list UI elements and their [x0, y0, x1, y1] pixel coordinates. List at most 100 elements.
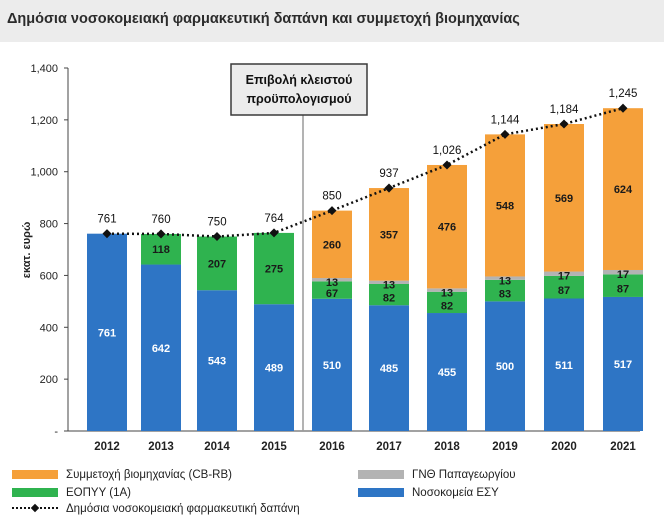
bar-segment-eopyy [427, 291, 467, 314]
bar-value-label: 87 [617, 284, 629, 296]
bar-segment-industry [312, 210, 352, 279]
total-value-label: 764 [264, 213, 284, 225]
total-value-label: 1,184 [550, 104, 579, 116]
bar-segment-esy [603, 296, 643, 431]
legend-label-industry: Συμμετοχή βιομηχανίας (CB-RB) [66, 469, 232, 481]
x-tick-label: 2013 [148, 441, 174, 453]
bar-segment-eopyy [485, 279, 525, 302]
bar-value-label: 13 [326, 277, 338, 289]
legend-label-gnth: ΓΝΘ Παπαγεωργίου [412, 469, 516, 481]
bar-value-label: 275 [265, 264, 283, 276]
bar-segment-industry [485, 134, 525, 277]
x-tick-label: 2021 [610, 441, 636, 453]
bar-value-label: 260 [323, 239, 341, 251]
x-tick-label: 2018 [434, 441, 460, 453]
total-value-label: 1,245 [609, 88, 638, 100]
bar-segment-gnth [369, 280, 409, 284]
bar-segment-esy [544, 298, 584, 431]
bar-segment-esy [427, 313, 467, 431]
bar-segment-esy [141, 264, 181, 431]
bar-value-label: 83 [499, 289, 511, 301]
bar-value-label: 82 [441, 300, 453, 312]
bar-segment-eopyy [603, 274, 643, 297]
bar-segment-industry [603, 108, 643, 270]
bar-segment-gnth [485, 276, 525, 280]
legend-label-eopyy: ΕΟΠΥΥ (1Α) [66, 487, 131, 499]
bar-segment-esy [87, 233, 127, 431]
x-tick-label: 2019 [492, 441, 518, 453]
legend-swatch-eopyy [12, 488, 58, 498]
bar-value-label: 118 [152, 244, 170, 256]
total-value-label: 1,026 [433, 145, 462, 157]
legend-line-total [12, 504, 58, 513]
bar-value-label: 13 [383, 280, 395, 292]
bar-segment-esy [254, 304, 294, 431]
bar-segment-eopyy [141, 233, 181, 265]
legend-item-eopyy: ΕΟΠΥΥ (1Α) [12, 487, 131, 499]
legend-swatch-esy [358, 488, 404, 498]
bar-value-label: 624 [614, 184, 633, 196]
bar-segment-eopyy [544, 275, 584, 299]
bar-value-label: 489 [265, 363, 283, 375]
bar-segment-industry [427, 164, 467, 289]
x-tick-label: 2020 [551, 441, 577, 453]
bar-value-label: 67 [326, 288, 338, 300]
bar-value-label: 761 [98, 327, 116, 339]
bar-segment-eopyy [254, 232, 294, 305]
total-value-label: 937 [379, 168, 398, 180]
y-tick-label: 200 [40, 374, 58, 386]
annotation-line-1: Επιβολή κλειστού [246, 73, 353, 87]
y-tick-label: 800 [40, 219, 58, 231]
total-value-label: 750 [207, 217, 226, 229]
legend-label-total: Δημόσια νοσοκομειακή φαρμακευτική δαπάνη [66, 503, 300, 515]
bar-segment-esy [369, 305, 409, 431]
x-tick-label: 2012 [94, 441, 120, 453]
bar-segment-gnth [544, 271, 584, 276]
total-value-label: 850 [322, 191, 341, 203]
legend-swatch-industry [12, 470, 58, 480]
bar-value-label: 207 [208, 258, 226, 270]
bar-segment-esy [485, 301, 525, 431]
legend-swatch-gnth [358, 470, 404, 480]
bar-value-label: 455 [438, 367, 456, 379]
title-bar: Δημόσια νοσοκομειακή φαρμακευτική δαπάνη… [0, 0, 664, 42]
y-tick-label: 1,200 [30, 115, 58, 127]
bar-segment-eopyy [369, 283, 409, 306]
chart-title: Δημόσια νοσοκομειακή φαρμακευτική δαπάνη… [7, 11, 520, 27]
bar-value-label: 485 [380, 363, 398, 375]
bar-value-label: 17 [558, 271, 570, 283]
legend-item-esy: Νοσοκομεία ΕΣΥ [358, 487, 499, 499]
y-tick-label: 400 [40, 322, 58, 334]
bar-segment-industry [369, 188, 409, 281]
y-tick-label: 1,000 [30, 167, 58, 179]
x-tick-label: 2014 [204, 441, 230, 453]
total-value-label: 1,144 [491, 114, 520, 126]
total-point [156, 229, 166, 239]
bar-value-label: 82 [383, 293, 395, 305]
bar-value-label: 87 [558, 285, 570, 297]
annotation-box [230, 63, 368, 116]
bar-value-label: 642 [152, 343, 170, 355]
bar-value-label: 500 [496, 361, 514, 373]
bar-value-label: 13 [441, 287, 453, 299]
x-tick-label: 2017 [376, 441, 402, 453]
bar-segment-eopyy [312, 281, 352, 299]
legend-item-total: Δημόσια νοσοκομειακή φαρμακευτική δαπάνη [12, 503, 300, 515]
bar-value-label: 569 [555, 193, 573, 205]
bar-value-label: 476 [438, 222, 456, 234]
bar-value-label: 548 [496, 200, 514, 212]
bar-segment-gnth [603, 269, 643, 275]
bar-segment-gnth [312, 278, 352, 282]
legend-label-esy: Νοσοκομεία ΕΣΥ [412, 487, 499, 499]
total-value-label: 760 [151, 214, 170, 226]
bar-segment-esy [312, 298, 352, 431]
legend-item-gnth: ΓΝΘ Παπαγεωργίου [358, 469, 516, 481]
legend-item-industry: Συμμετοχή βιομηχανίας (CB-RB) [12, 469, 232, 481]
bar-segment-gnth [427, 288, 467, 292]
bar-value-label: 517 [614, 359, 632, 371]
bar-value-label: 510 [323, 360, 341, 372]
bar-segment-industry [544, 124, 584, 272]
bar-value-label: 17 [617, 269, 629, 281]
y-tick-label: 600 [40, 270, 58, 282]
